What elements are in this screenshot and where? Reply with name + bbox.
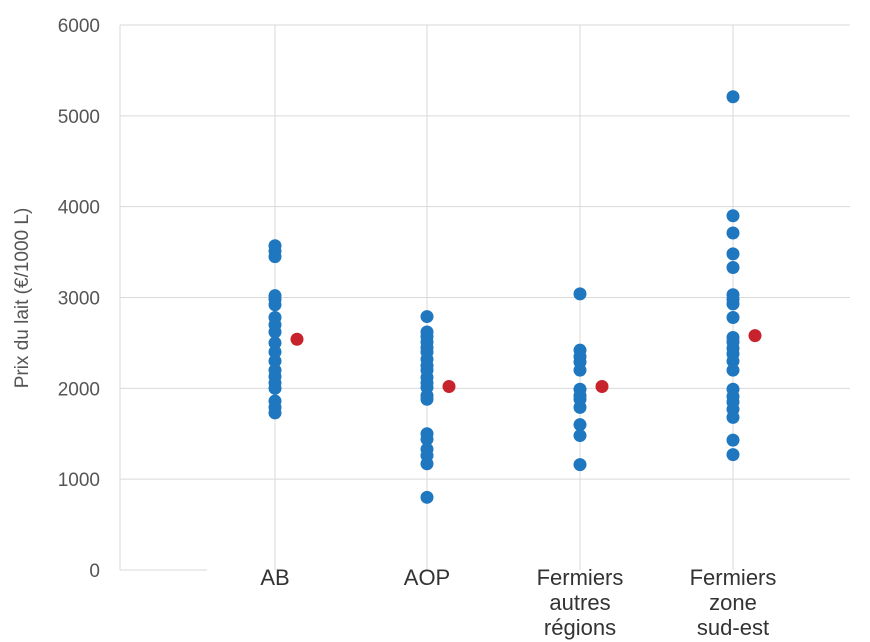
data-point <box>726 209 740 223</box>
data-point <box>420 392 434 406</box>
y-tick-labels: 0 1000 2000 3000 4000 5000 6000 <box>58 16 100 582</box>
y-tick-label: 2000 <box>58 379 100 400</box>
x-category-label: Fermiers zone sud-est <box>690 565 777 640</box>
data-point <box>726 90 740 104</box>
data-point <box>268 250 282 264</box>
data-point <box>268 345 282 359</box>
mean-point <box>748 329 762 343</box>
mean-points <box>290 329 762 394</box>
data-point <box>573 363 587 377</box>
data-point <box>268 406 282 420</box>
data-point <box>726 310 740 324</box>
y-tick-label: 4000 <box>58 198 100 219</box>
axes <box>119 25 207 571</box>
data-point <box>573 429 587 443</box>
data-point <box>420 490 434 504</box>
data-point <box>726 433 740 447</box>
data-point <box>573 287 587 301</box>
y-tick-label: 5000 <box>58 107 100 128</box>
data-point <box>573 458 587 472</box>
data-point <box>726 354 740 368</box>
data-point <box>573 418 587 432</box>
data-point <box>726 297 740 311</box>
y-tick-label: 0 <box>89 561 100 582</box>
data-point <box>268 381 282 395</box>
data-point <box>726 226 740 240</box>
data-point <box>420 457 434 471</box>
category-labels: AB AOP Fermiers autres régions Fermiers zone su… <box>260 565 776 640</box>
data-point <box>726 247 740 261</box>
data-point <box>726 448 740 462</box>
data-point <box>420 432 434 446</box>
mean-point <box>442 380 456 394</box>
x-category-label: Fermiers autres régions <box>537 565 624 640</box>
y-tick-label: 1000 <box>58 470 100 491</box>
data-point <box>420 310 434 324</box>
y-axis-label: Prix du lait (€/1000 L) <box>12 208 33 389</box>
y-tick-label: 6000 <box>58 16 100 37</box>
x-category-label: AOP <box>404 565 450 590</box>
data-point <box>726 363 740 377</box>
data-point <box>573 400 587 414</box>
data-point <box>726 261 740 275</box>
data-point <box>726 410 740 424</box>
x-category-label: AB <box>260 565 289 590</box>
data-points <box>268 90 740 504</box>
mean-point <box>595 380 609 394</box>
y-tick-label: 3000 <box>58 289 100 310</box>
data-point <box>268 336 282 350</box>
mean-point <box>290 332 304 346</box>
grid-lines <box>120 24 850 570</box>
data-point <box>268 298 282 312</box>
data-point <box>268 325 282 339</box>
data-point <box>268 354 282 368</box>
